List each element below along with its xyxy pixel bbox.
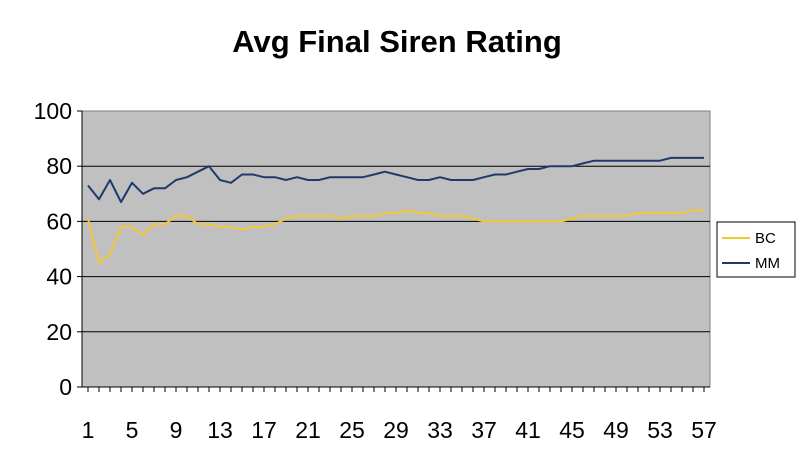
legend-label-mm: MM [755, 255, 780, 272]
x-tick-label: 9 [170, 417, 183, 443]
series-line-bc [87, 209, 704, 264]
grid-lines [82, 165, 710, 333]
x-tick-label: 33 [427, 417, 453, 443]
y-tick-label: 20 [46, 319, 72, 345]
x-tick-label: 49 [603, 417, 629, 443]
x-tick-label: 5 [126, 417, 139, 443]
x-tick-label: 25 [339, 417, 365, 443]
series-layer [87, 156, 704, 264]
y-tick-label: 80 [46, 153, 72, 179]
y-tick-label: 60 [46, 208, 72, 234]
legend-box [716, 221, 796, 278]
x-tick-label: 17 [251, 417, 277, 443]
x-tick-label: 41 [515, 417, 541, 443]
x-tick-label: 53 [647, 417, 673, 443]
plot-area [81, 110, 711, 388]
x-tick-label: 57 [691, 417, 717, 443]
chart-title: Avg Final Siren Rating [232, 24, 562, 59]
x-tick-label: 37 [471, 417, 497, 443]
y-axis-ticks: 0 20 40 60 80 100 [34, 98, 83, 400]
x-tick-label: 21 [295, 417, 321, 443]
x-tick-label: 45 [559, 417, 585, 443]
y-tick-label: 40 [46, 264, 72, 290]
x-tick-label: 1 [82, 417, 95, 443]
x-axis-ticks: 1 5 9 13 17 21 25 29 33 37 41 45 49 53 57 [82, 386, 717, 443]
x-tick-label: 29 [383, 417, 409, 443]
legend: BC MM [716, 221, 796, 278]
legend-label-bc: BC [755, 230, 776, 247]
y-tick-label: 0 [59, 374, 72, 400]
series-line-mm [87, 156, 704, 204]
x-tick-label: 13 [207, 417, 233, 443]
y-tick-label: 100 [34, 98, 72, 124]
